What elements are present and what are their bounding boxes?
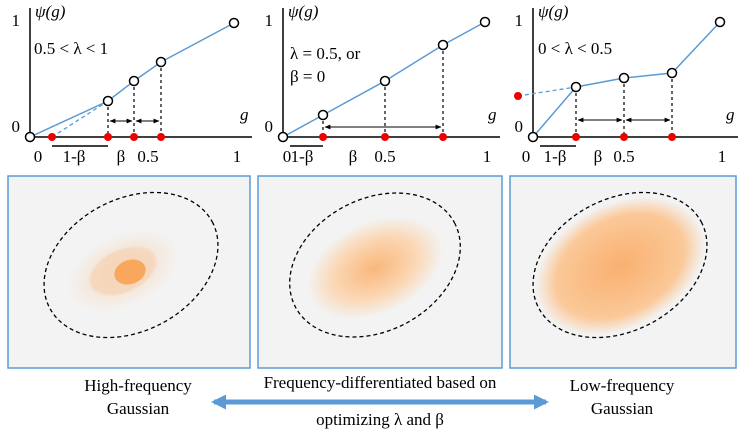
y-label: ψ(g) xyxy=(538,2,569,21)
x-tick: 0 xyxy=(283,147,292,166)
dashed-segment xyxy=(51,100,109,138)
condition: 0.5 < λ < 1 xyxy=(34,39,108,58)
red-point xyxy=(439,133,447,141)
point xyxy=(277,131,289,143)
x-tick: 1-β xyxy=(291,147,314,166)
gaussian-panels xyxy=(7,175,737,369)
red-point xyxy=(319,133,327,141)
x-tick: β xyxy=(349,147,358,166)
x-label: g xyxy=(240,105,249,124)
point xyxy=(618,72,630,84)
point xyxy=(128,75,140,87)
caption-right: Low-frequency xyxy=(570,376,675,395)
ellipse-outline xyxy=(532,191,708,339)
point xyxy=(479,16,491,28)
point xyxy=(379,75,391,87)
y-tick: 0 xyxy=(265,117,274,136)
point xyxy=(437,39,449,51)
gaussian-core xyxy=(114,259,146,285)
red-point xyxy=(48,133,56,141)
point xyxy=(228,17,240,29)
y-tick: 1 xyxy=(515,11,524,30)
condition: 0 < λ < 0.5 xyxy=(538,39,612,58)
red-point xyxy=(668,133,676,141)
point xyxy=(666,67,678,79)
x-tick: 1 xyxy=(483,147,492,166)
point xyxy=(155,56,167,68)
y-tick: 1 xyxy=(265,11,274,30)
gaussian xyxy=(306,216,444,320)
x-tick: 1 xyxy=(233,147,242,166)
x-tick: 1 xyxy=(718,147,727,166)
point xyxy=(102,95,114,107)
red-point xyxy=(514,92,522,100)
caption-left: Gaussian xyxy=(107,399,170,418)
gaussian xyxy=(535,196,705,336)
x-tick: 1-β xyxy=(63,147,86,166)
red-point xyxy=(572,133,580,141)
x-tick: 0.5 xyxy=(137,147,158,166)
point xyxy=(570,81,582,93)
condition: λ = 0.5, or xyxy=(290,44,361,63)
y-tick: 0 xyxy=(515,117,524,136)
red-point xyxy=(130,133,138,141)
dashed-segment xyxy=(517,86,577,97)
red-point xyxy=(157,133,165,141)
y-label: ψ(g) xyxy=(288,2,319,21)
y-label: ψ(g) xyxy=(35,2,66,21)
y-tick: 1 xyxy=(12,11,21,30)
point xyxy=(24,131,36,143)
ellipse-outline xyxy=(43,191,219,339)
x-tick: 0.5 xyxy=(613,147,634,166)
ellipse-outline xyxy=(289,192,461,338)
red-point xyxy=(104,133,112,141)
caption-center: optimizing λ and β xyxy=(316,410,444,429)
x-tick: β xyxy=(594,147,603,166)
point xyxy=(317,109,329,121)
caption-center: Frequency-differentiated based on xyxy=(264,373,497,392)
x-tick: 1-β xyxy=(544,147,567,166)
x-tick: 0.5 xyxy=(374,147,395,166)
x-tick: 0 xyxy=(522,147,531,166)
x-label: g xyxy=(726,105,735,124)
point xyxy=(714,16,726,28)
red-point xyxy=(381,133,389,141)
red-point xyxy=(620,133,628,141)
x-tick: 0 xyxy=(34,147,43,166)
point xyxy=(527,131,539,143)
caption-right: Gaussian xyxy=(591,399,654,418)
caption-left: High-frequency xyxy=(84,376,192,395)
x-label: g xyxy=(488,105,497,124)
condition: β = 0 xyxy=(290,67,325,86)
y-tick: 0 xyxy=(12,117,21,136)
x-tick: β xyxy=(117,147,126,166)
